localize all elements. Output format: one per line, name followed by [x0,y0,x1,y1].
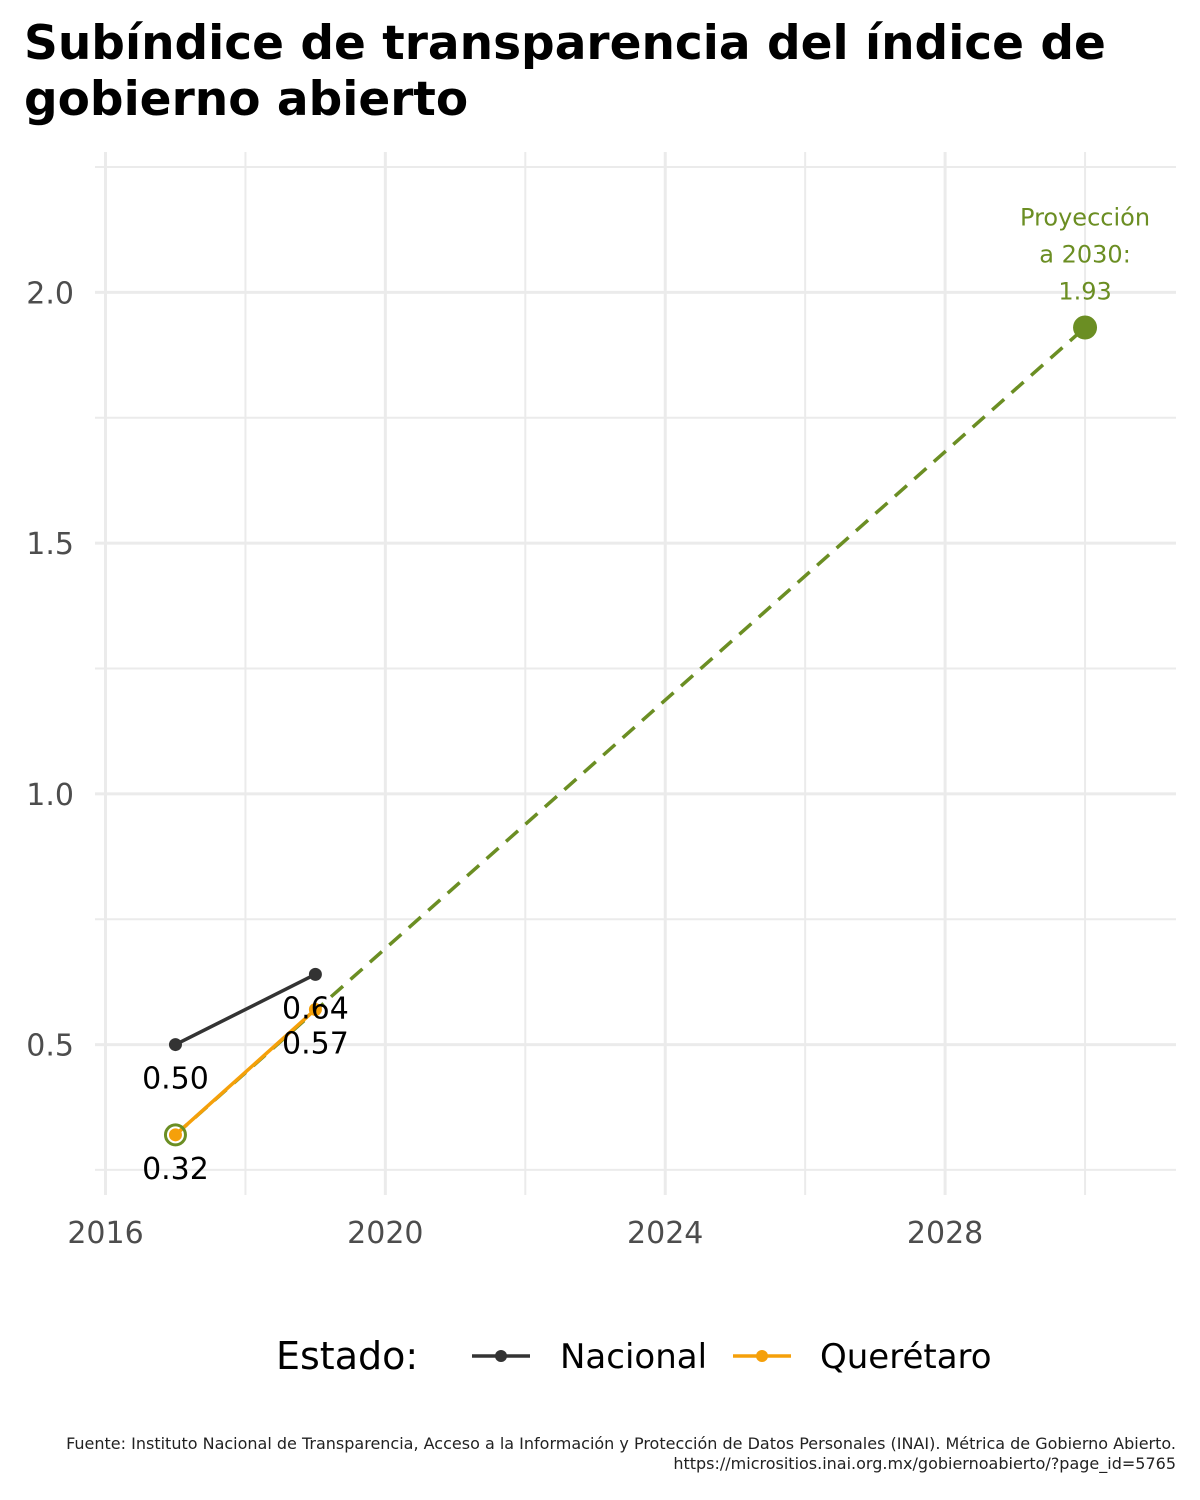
y-tick-label: 1.5 [26,527,74,562]
data-point-nacional [168,1038,182,1052]
data-point-querétaro [168,1128,182,1142]
data-point-nacional [308,967,322,981]
source-caption: Fuente: Instituto Nacional de Transparen… [66,1434,1176,1473]
y-tick-label: 2.0 [26,276,74,311]
x-tick-label: 2028 [907,1216,983,1251]
data-label: 0.32 [142,1152,209,1187]
projection-annotation: Proyección [1020,204,1150,232]
legend-key-point-querétaro [756,1350,768,1362]
projection-start-marker [163,1123,187,1147]
x-tick-label: 2020 [347,1216,423,1251]
series-line-querétaro [174,1008,317,1137]
projection-annotation: a 2030: [1039,241,1131,269]
projection-end-point [1073,315,1098,340]
chart-plot: 2016 2020 2024 2028 0.5 1.0 1.5 2.0 0.50 0.64 0.32… [26,152,1176,1378]
x-tick-label: 2024 [627,1216,703,1251]
legend-title: Estado: [276,1334,418,1378]
data-label: 0.50 [142,1062,209,1097]
projection-annotation: 1.93 [1058,278,1111,306]
y-tick-label: 1.0 [26,778,74,813]
y-tick-label: 0.5 [26,1029,74,1064]
legend-label-querétaro: Querétaro [820,1337,992,1377]
series-line-nacional [174,972,317,1047]
data-label: 0.64 [282,991,349,1026]
data-point-querétaro [308,1002,322,1016]
chart-title: Subíndice de transparencia del índice de… [24,16,1106,127]
data-label: 0.57 [282,1026,349,1061]
x-tick-label: 2016 [67,1216,143,1251]
legend-key-point-nacional [495,1350,507,1362]
legend-label-nacional: Nacional [560,1337,707,1377]
projection-line [174,326,1087,1137]
